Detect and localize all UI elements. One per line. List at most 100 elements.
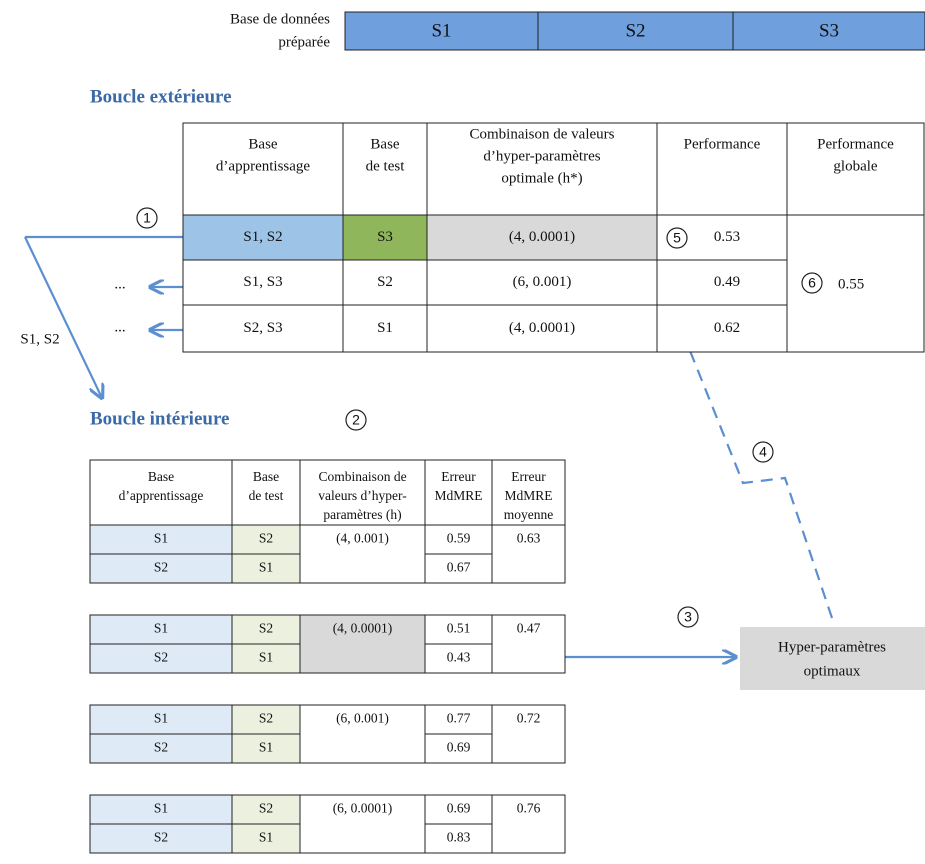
result-text: Hyper-paramètres bbox=[778, 639, 886, 655]
merged-cell bbox=[491, 704, 566, 764]
table-cell bbox=[656, 304, 788, 353]
step-number: 6 bbox=[808, 275, 816, 291]
header-text: Erreur bbox=[511, 469, 546, 484]
cell-text: S1 bbox=[259, 650, 273, 665]
step-number: 1 bbox=[143, 210, 151, 226]
cell-text: 0.76 bbox=[517, 801, 541, 816]
cell-text: 0.51 bbox=[447, 621, 471, 636]
cell-text: 0.77 bbox=[447, 711, 471, 726]
cell-text: S2 bbox=[154, 560, 168, 575]
header-cell bbox=[182, 122, 344, 216]
cell-text: 0.67 bbox=[447, 560, 471, 575]
cell-text: 0.59 bbox=[447, 531, 471, 546]
table-cell bbox=[231, 823, 301, 854]
dashed-arrow bbox=[652, 256, 834, 619]
dataset-part bbox=[732, 11, 925, 51]
header-text: paramètres (h) bbox=[323, 507, 401, 522]
connectors bbox=[24, 235, 834, 657]
dataset-label: Base de données bbox=[230, 11, 330, 27]
dataset-part-label: S2 bbox=[625, 20, 645, 41]
cell-text: S1 bbox=[259, 740, 273, 755]
cell-text: 0.53 bbox=[714, 229, 740, 245]
split-label: S1, S2 bbox=[20, 331, 59, 347]
cell-text: S2 bbox=[154, 830, 168, 845]
merged-cell bbox=[491, 794, 566, 854]
header-cell bbox=[786, 122, 925, 216]
cell-text: (4, 0.0001) bbox=[509, 229, 575, 245]
dataset-part bbox=[344, 11, 539, 51]
table-cell bbox=[89, 643, 233, 674]
header-cell bbox=[426, 122, 658, 216]
cell-text: (6, 0.001) bbox=[336, 711, 389, 726]
table-cell bbox=[89, 614, 233, 645]
step-number: 3 bbox=[684, 609, 692, 625]
header-text: valeurs d’hyper- bbox=[318, 488, 407, 503]
header-text: d’hyper-paramètres bbox=[483, 148, 600, 164]
table-cell bbox=[426, 259, 658, 306]
merged-cell bbox=[299, 704, 426, 764]
cell-text: S3 bbox=[377, 229, 393, 245]
header-text: Combinaison de valeurs bbox=[470, 126, 615, 142]
header-text: Combinaison de bbox=[318, 469, 406, 484]
merged-cell bbox=[299, 614, 426, 674]
arrow bbox=[24, 236, 102, 398]
step-circle bbox=[752, 441, 774, 463]
cell-text: (6, 0.001) bbox=[513, 274, 572, 290]
cell-text: S1 bbox=[154, 531, 168, 546]
table-cell bbox=[342, 304, 428, 353]
merged-cell bbox=[299, 794, 426, 854]
cell-text: 0.72 bbox=[517, 711, 541, 726]
header-text: optimale (h*) bbox=[501, 170, 582, 186]
header-text: Base bbox=[370, 136, 400, 152]
header-cell bbox=[656, 122, 788, 216]
dataset-part-label: S3 bbox=[819, 20, 839, 41]
section-title: Boucle intérieure bbox=[90, 408, 229, 429]
cell-text: S1 bbox=[377, 320, 393, 336]
header-cell bbox=[424, 459, 493, 528]
table-cell bbox=[89, 553, 233, 584]
cell-text: S2 bbox=[259, 531, 273, 546]
step-circle bbox=[801, 272, 823, 294]
dataset-part bbox=[537, 11, 734, 51]
ellipsis: ... bbox=[114, 276, 125, 292]
table-cell bbox=[426, 304, 658, 353]
cell-text: S2 bbox=[259, 801, 273, 816]
cell-text: S1 bbox=[259, 830, 273, 845]
cell-text: S2 bbox=[154, 740, 168, 755]
cell-text: (4, 0.001) bbox=[336, 531, 389, 546]
cell-text: 0.43 bbox=[447, 650, 471, 665]
table-cell bbox=[231, 643, 301, 674]
cell-text: S1 bbox=[259, 560, 273, 575]
cell-text: (4, 0.0001) bbox=[509, 320, 575, 336]
merged-cell bbox=[491, 524, 566, 584]
result-text: optimaux bbox=[804, 663, 861, 679]
header-text: moyenne bbox=[504, 507, 554, 522]
cell-text: S2 bbox=[154, 650, 168, 665]
cell-text: 0.49 bbox=[714, 274, 740, 290]
header-text: de test bbox=[366, 158, 406, 174]
table-cell bbox=[231, 794, 301, 825]
cell-text: S2 bbox=[259, 621, 273, 636]
table-cell bbox=[424, 524, 493, 555]
cell-text: 0.83 bbox=[447, 830, 471, 845]
step-number: 2 bbox=[352, 412, 360, 428]
merged-cell bbox=[491, 614, 566, 674]
header-cell bbox=[342, 122, 428, 216]
cell-text: 0.63 bbox=[517, 531, 541, 546]
header-text: Base bbox=[253, 469, 279, 484]
cell-text: 0.69 bbox=[447, 801, 471, 816]
header-cell bbox=[491, 459, 566, 528]
cell-text: S1 bbox=[154, 711, 168, 726]
header-text: Performance bbox=[684, 136, 761, 152]
global-performance: 0.55 bbox=[838, 276, 864, 292]
table-cell bbox=[424, 704, 493, 735]
table-cell bbox=[231, 733, 301, 764]
header-text: MdMRE bbox=[504, 488, 552, 503]
header-cell bbox=[299, 459, 426, 528]
header-text: de test bbox=[249, 488, 284, 503]
header-cell bbox=[89, 459, 233, 528]
header-text: Base bbox=[248, 136, 278, 152]
table-cell bbox=[424, 794, 493, 825]
cell-text: S1 bbox=[154, 621, 168, 636]
header-text: d’apprentissage bbox=[216, 158, 310, 174]
